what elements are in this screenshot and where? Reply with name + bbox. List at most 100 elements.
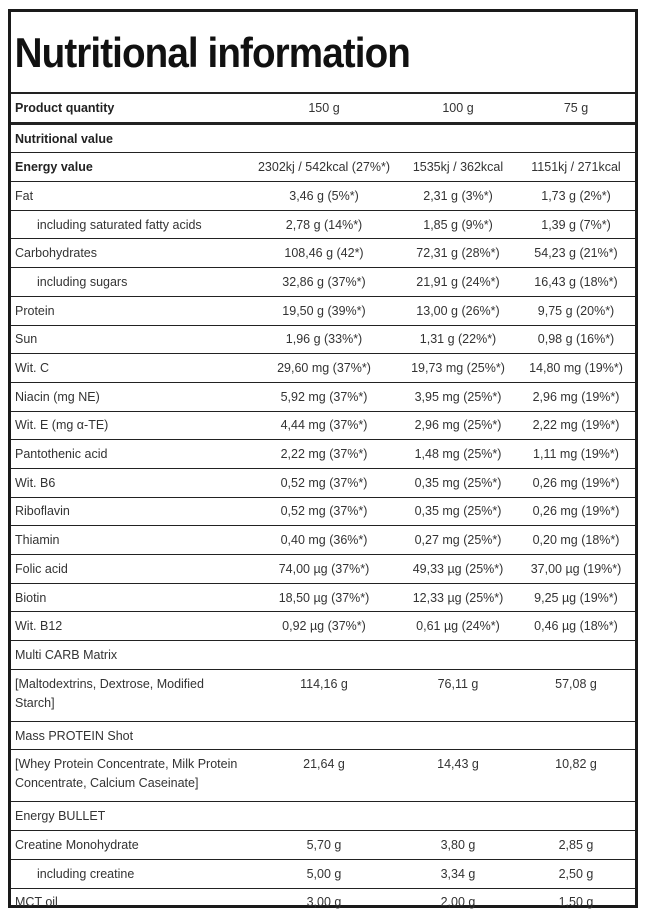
row-value: 3,00 g [249, 887, 399, 916]
row-value [399, 801, 517, 831]
row-value: 2,22 mg (19%*) [517, 410, 635, 440]
row-value: 3,46 g (5%*) [249, 181, 399, 211]
table-row: Biotin 18,50 µg (37%*) 12,33 µg (25%*) 9,25… [11, 582, 635, 612]
row-value: 49,33 µg (25%*) [399, 554, 517, 584]
row-label: Pantothenic acid [11, 439, 249, 469]
row-value: 2,96 mg (25%*) [399, 410, 517, 440]
row-value: 1,48 mg (25%*) [399, 439, 517, 469]
row-value: 14,80 mg (19%*) [517, 353, 635, 383]
row-label: including creatine [11, 858, 249, 888]
row-label: Carbohydrates [11, 238, 249, 268]
row-label: Wit. B6 [11, 467, 249, 498]
row-value [517, 720, 635, 750]
row-value: 57,08 g [517, 668, 635, 722]
row-value: 32,86 g (37%*) [249, 267, 399, 297]
table-row: Pantothenic acid 2,22 mg (37%*) 1,48 mg (2… [11, 439, 635, 469]
row-value: 0,40 mg (36%*) [249, 525, 399, 555]
row-value [399, 121, 517, 153]
row-value: 13,00 g (26%*) [399, 295, 517, 325]
row-value [249, 640, 399, 670]
row-label: Wit. B12 [11, 611, 249, 641]
row-label: [Maltodextrins, Dextrose, Modified Starc… [11, 668, 249, 722]
table-row: Fat 3,46 g (5%*) 2,31 g (3%*) 1,73 g (2%*) [11, 181, 635, 211]
row-value: 0,52 mg (37%*) [249, 496, 399, 526]
table-row: Niacin (mg NE) 5,92 mg (37%*) 3,95 mg (25%… [11, 381, 635, 412]
row-value: 2,85 g [517, 830, 635, 860]
row-value: 19,50 g (39%*) [249, 295, 399, 325]
row-label: Nutritional value [11, 121, 249, 153]
row-value: 5,00 g [249, 858, 399, 888]
table-row: Energy value 2302kj / 542kcal (27%*) 1535k… [11, 152, 635, 182]
row-value: 16,43 g (18%*) [517, 267, 635, 297]
table-row: MCT oil 3,00 g 2,00 g 1,50 g [11, 887, 635, 916]
row-value: 10,82 g [517, 749, 635, 802]
row-value: 2302kj / 542kcal (27%*) [249, 152, 399, 182]
row-label: Energy value [11, 152, 249, 182]
row-value: 0,35 mg (25%*) [399, 467, 517, 498]
row-value: 0,35 mg (25%*) [399, 496, 517, 526]
table-row: [Maltodextrins, Dextrose, Modified Starc… [11, 668, 635, 722]
row-label: including saturated fatty acids [11, 209, 249, 239]
row-label: Energy BULLET [11, 801, 249, 831]
table-row: Protein 19,50 g (39%*) 13,00 g (26%*) 9,75 … [11, 295, 635, 325]
row-label: Thiamin [11, 525, 249, 555]
row-value: 18,50 µg (37%*) [249, 582, 399, 612]
row-label: Riboflavin [11, 496, 249, 526]
row-value [399, 640, 517, 670]
row-label: MCT oil [11, 887, 249, 916]
row-value: 1151kj / 271kcal [517, 152, 635, 182]
row-value: 2,00 g [399, 887, 517, 916]
table-row: Nutritional value [11, 121, 635, 153]
row-value: 2,31 g (3%*) [399, 181, 517, 211]
row-value [399, 720, 517, 750]
row-label: Fat [11, 181, 249, 211]
row-value: 3,34 g [399, 858, 517, 888]
row-label: Creatine Monohydrate [11, 830, 249, 860]
row-value: 2,50 g [517, 858, 635, 888]
row-value: 1,31 g (22%*) [399, 324, 517, 354]
row-value: 114,16 g [249, 668, 399, 722]
row-value: 1,11 mg (19%*) [517, 439, 635, 469]
header-value: 100 g [399, 91, 517, 124]
row-value: 12,33 µg (25%*) [399, 582, 517, 612]
header-row: Product quantity 150 g 100 g 75 g [11, 91, 635, 124]
row-value: 1535kj / 362kcal [399, 152, 517, 182]
table-row: Thiamin 0,40 mg (36%*) 0,27 mg (25%*) 0,20 … [11, 525, 635, 555]
row-value: 21,91 g (24%*) [399, 267, 517, 297]
row-label: Niacin (mg NE) [11, 381, 249, 412]
header-value: 150 g [249, 91, 399, 124]
row-label: Wit. C [11, 353, 249, 383]
row-value: 1,39 g (7%*) [517, 209, 635, 239]
row-value: 2,96 mg (19%*) [517, 381, 635, 412]
row-value: 1,73 g (2%*) [517, 181, 635, 211]
row-value: 14,43 g [399, 749, 517, 802]
row-value [249, 121, 399, 153]
row-value: 74,00 µg (37%*) [249, 554, 399, 584]
row-label: Protein [11, 295, 249, 325]
row-value: 3,80 g [399, 830, 517, 860]
table-row: Creatine Monohydrate 5,70 g 3,80 g 2,85 g [11, 830, 635, 860]
row-label: Wit. E (mg α-TE) [11, 410, 249, 440]
row-value [249, 720, 399, 750]
row-label: Mass PROTEIN Shot [11, 720, 249, 750]
row-value: 0,46 µg (18%*) [517, 611, 635, 641]
row-value: 0,26 mg (19%*) [517, 496, 635, 526]
row-value: 5,70 g [249, 830, 399, 860]
row-value: 108,46 g (42*) [249, 238, 399, 268]
table-row: Carbohydrates 108,46 g (42*) 72,31 g (28%*… [11, 238, 635, 268]
row-value: 9,25 µg (19%*) [517, 582, 635, 612]
table-row: Wit. C 29,60 mg (37%*) 19,73 mg (25%*) 14,8… [11, 353, 635, 383]
table-row: including saturated fatty acids 2,78 g (1… [11, 209, 635, 239]
row-label: [Whey Protein Concentrate, Milk Protein … [11, 749, 249, 802]
row-value: 29,60 mg (37%*) [249, 353, 399, 383]
row-label: Folic acid [11, 554, 249, 584]
row-value: 0,26 mg (19%*) [517, 467, 635, 498]
table-row: Wit. B6 0,52 mg (37%*) 0,35 mg (25%*) 0,26 … [11, 467, 635, 498]
row-value: 2,78 g (14%*) [249, 209, 399, 239]
row-value: 37,00 µg (19%*) [517, 554, 635, 584]
row-value: 5,92 mg (37%*) [249, 381, 399, 412]
row-value: 0,92 µg (37%*) [249, 611, 399, 641]
row-value [517, 640, 635, 670]
table-row: Riboflavin 0,52 mg (37%*) 0,35 mg (25%*) 0,… [11, 496, 635, 526]
table-row: Sun 1,96 g (33%*) 1,31 g (22%*) 0,98 g (16%… [11, 324, 635, 354]
